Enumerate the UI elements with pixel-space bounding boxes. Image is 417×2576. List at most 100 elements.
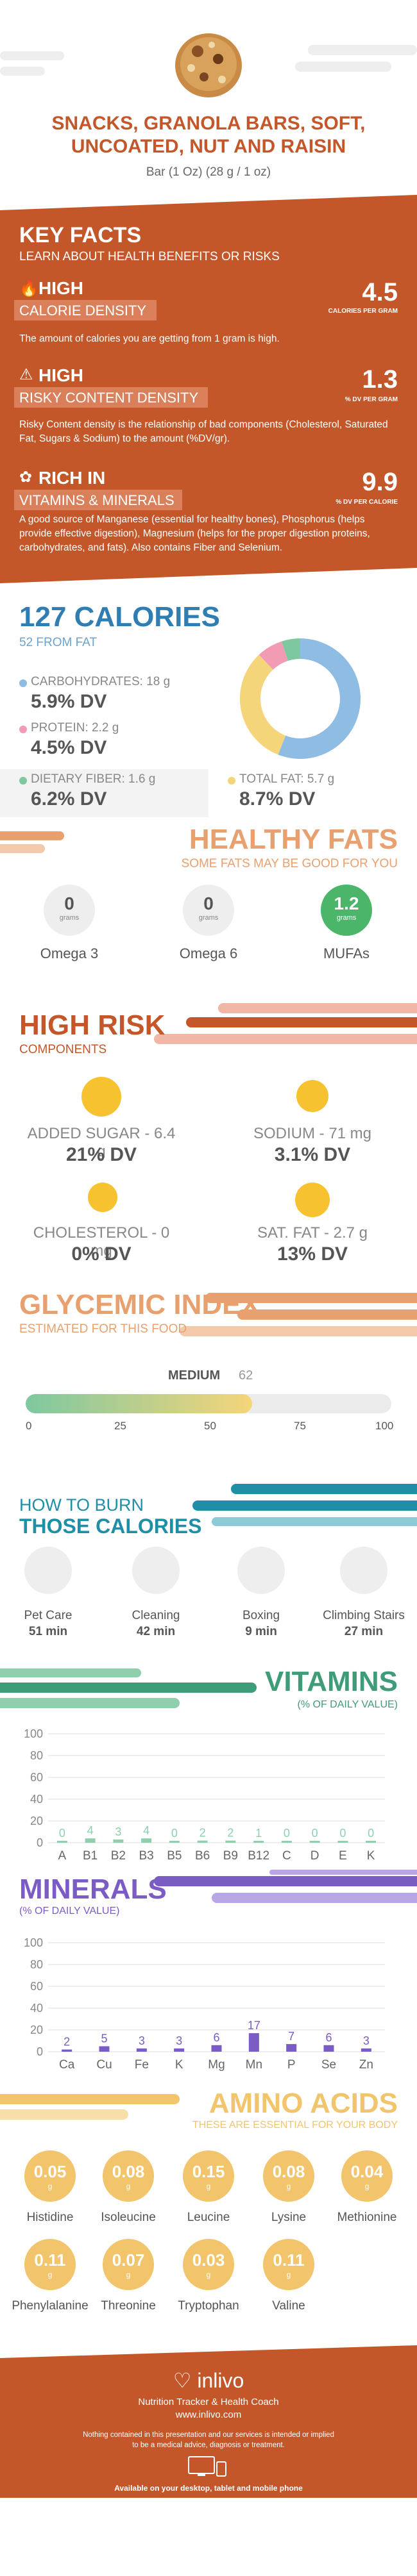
calories-title: 127 CALORIES	[19, 601, 220, 633]
cholesterol-label: CHOLESTEROL - 0 mg	[33, 1224, 170, 1259]
fiber-label: DIETARY FIBER: 1.6 g	[31, 772, 156, 786]
vitamins-title: VITAMINS	[265, 1666, 398, 1697]
bar	[62, 2049, 72, 2052]
fact-level: HIGH	[38, 278, 83, 298]
activity-label: Cleaning	[132, 1609, 180, 1622]
omega3-label: Omega 3	[40, 945, 99, 961]
y-tick-label: 40	[30, 2002, 43, 2015]
bar	[366, 1841, 377, 1843]
warning-icon: ⚠	[19, 366, 33, 383]
fat-dot-icon	[228, 777, 235, 785]
donut-slice	[281, 638, 300, 661]
x-tick-label: A	[58, 1849, 67, 1863]
activity-label: Pet Care	[24, 1609, 72, 1622]
grin-face-icon	[88, 1183, 117, 1212]
fat-dv: 8.7% DV	[239, 788, 316, 810]
bar	[113, 1839, 124, 1843]
bar-value-label: 7	[288, 2030, 294, 2043]
glycemic-subtitle: ESTIMATED FOR THIS FOOD	[19, 1322, 187, 1336]
glycemic-title: GLYCEMIC INDEX	[19, 1289, 260, 1320]
bar	[253, 1841, 264, 1843]
amino-label: Leucine	[187, 2211, 230, 2224]
smile-face-icon	[295, 1183, 330, 1217]
x-tick-label: P	[287, 2058, 296, 2072]
amino-label: Histidine	[26, 2211, 74, 2224]
bar	[85, 1838, 96, 1843]
bar	[248, 2033, 259, 2052]
x-tick-label: E	[339, 1849, 347, 1863]
footer-disclaimer: to be a medical advice, diagnosis or tre…	[132, 2441, 285, 2449]
amino-circle: 0.11 g	[263, 2239, 314, 2290]
fact-value: 9.9	[362, 468, 398, 496]
sat-fat-dv: 13% DV	[277, 1243, 348, 1265]
amino-acids-section: AMINO ACIDS THESE ARE ESSENTIAL FOR YOUR…	[0, 2080, 417, 2343]
bar-value-label: 2	[200, 1827, 206, 1840]
activity-minutes: 42 min	[136, 1625, 176, 1638]
sodium-dv: 3.1% DV	[274, 1144, 351, 1165]
climbing-stairs-icon	[340, 1547, 387, 1594]
protein-label: PROTEIN: 2.2 g	[31, 721, 119, 735]
scale-tick: 100	[375, 1420, 394, 1432]
fact-unit: % DV PER GRAM	[345, 396, 398, 403]
high-risk-section: HIGH RISK COMPONENTS ADDED SUGAR - 6.4 g…	[0, 990, 417, 1272]
x-tick-label: Zn	[359, 2058, 373, 2072]
bar-value-label: 17	[248, 2019, 260, 2032]
amino-label: Tryptophan	[178, 2299, 239, 2313]
sodium-label: SODIUM - 71 mg	[253, 1125, 372, 1142]
bar-value-label: 1	[255, 1827, 262, 1840]
minerals-bar-chart: 0 20 40 60 80 100 2 Ca 5 Cu 3 Fe 3 K 6 Mg 17 Mn 7 P 6 Se 3 Zn	[24, 1936, 385, 2072]
burn-title-2: THOSE CALORIES	[19, 1515, 202, 1538]
amino-label: Methionine	[337, 2211, 397, 2224]
bar	[281, 1841, 292, 1843]
x-tick-label: Fe	[135, 2058, 149, 2072]
footer-url[interactable]: www.inlivo.com	[175, 2409, 242, 2420]
bar	[174, 2048, 185, 2052]
serving-size: Bar (1 Oz) (28 g / 1 oz)	[146, 165, 271, 179]
omega3-circle: 0 grams	[44, 885, 95, 936]
omega6-label: Omega 6	[179, 945, 238, 961]
cleaning-icon	[132, 1547, 180, 1594]
y-tick-label: 100	[24, 1936, 43, 1949]
amino-label: Threonine	[101, 2299, 156, 2313]
mufa-label: MUFAs	[323, 945, 370, 961]
x-tick-label: Ca	[59, 2058, 75, 2072]
amino-circle: 0.05 g	[24, 2150, 76, 2202]
bar	[225, 1840, 236, 1843]
omega6-circle: 0 grams	[183, 885, 234, 936]
amino-circle: 0.11 g	[24, 2239, 76, 2290]
bar	[286, 2044, 297, 2052]
bar-value-label: 0	[171, 1827, 178, 1840]
bar-value-label: 3	[115, 1825, 121, 1838]
amino-circle: 0.08 g	[103, 2150, 154, 2202]
bar-value-label: 2	[64, 2036, 70, 2048]
x-tick-label: D	[311, 1849, 319, 1863]
bar-value-label: 0	[339, 1827, 346, 1840]
footer-brand[interactable]: ♡ inlivo	[173, 2369, 244, 2392]
amino-circle: 0.08 g	[263, 2150, 314, 2202]
burn-title-1: HOW TO BURN	[19, 1495, 144, 1515]
key-facts-title: KEY FACTS	[19, 223, 142, 247]
y-tick-label: 0	[37, 1836, 43, 1849]
y-tick-label: 80	[30, 1749, 43, 1762]
key-facts-subtitle: LEARN ABOUT HEALTH BENEFITS OR RISKS	[19, 250, 280, 263]
bar-value-label: 3	[363, 2034, 370, 2047]
bar	[361, 2048, 371, 2052]
added-sugar-dv: 21% DV	[65, 1144, 137, 1165]
cloud-decor	[295, 45, 417, 72]
x-tick-label: B3	[139, 1849, 154, 1863]
bar-value-label: 3	[176, 2034, 182, 2047]
x-tick-label: Se	[321, 2058, 336, 2072]
fact-description: A good source of Manganese (essential fo…	[19, 514, 370, 553]
bar-value-label: 4	[87, 1824, 94, 1837]
activity-minutes: 51 min	[28, 1625, 68, 1638]
fact-label: CALORIE DENSITY	[14, 300, 157, 320]
mufa-circle: 1.2 grams	[321, 885, 372, 936]
fiber-dv: 6.2% DV	[31, 788, 107, 810]
bar-value-label: 0	[284, 1827, 290, 1840]
amino-subtitle: THESE ARE ESSENTIAL FOR YOUR BODY	[192, 2120, 398, 2131]
bar-value-label: 5	[101, 2032, 107, 2045]
y-tick-label: 20	[30, 2023, 43, 2036]
x-tick-label: Mg	[208, 2058, 225, 2072]
y-tick-label: 60	[30, 1980, 43, 1993]
fact-level: RICH IN	[38, 468, 106, 488]
